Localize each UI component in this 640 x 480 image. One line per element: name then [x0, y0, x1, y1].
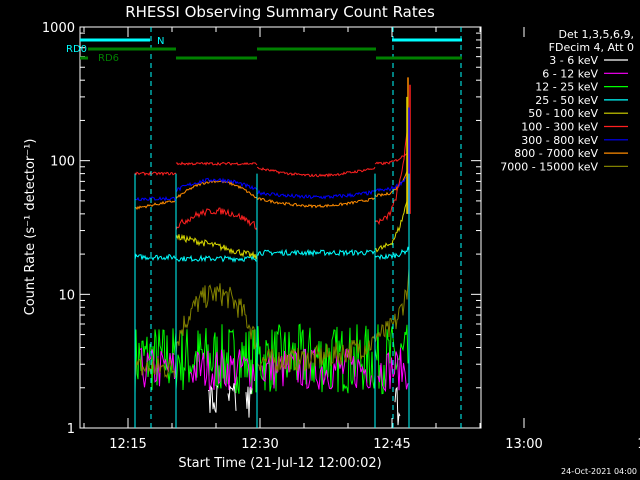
series-line	[256, 248, 376, 258]
series-line	[374, 166, 410, 198]
legend-entry-label: 12 - 25 keV	[535, 81, 598, 94]
legend-entry-label: 6 - 12 keV	[542, 67, 598, 80]
series-line	[256, 323, 376, 394]
y-tick-label: 100	[50, 155, 75, 170]
x-tick-label: 12:45	[373, 437, 410, 452]
series-line	[134, 171, 177, 177]
legend-entry-label: 800 - 7000 keV	[514, 147, 598, 160]
chart-title: RHESSI Observing Summary Count Rates	[125, 3, 435, 21]
legend-entry-label: 100 - 300 keV	[521, 121, 598, 134]
x-tick-label: 12:30	[241, 437, 278, 452]
series-line	[374, 268, 410, 343]
y-axis: 1 10 100 1000	[42, 21, 481, 437]
y-tick-label: 1	[67, 422, 75, 437]
series-line	[256, 333, 376, 372]
flag-label-n: N	[157, 36, 164, 47]
series-line	[256, 189, 376, 200]
x-tick-label: 12:15	[109, 437, 146, 452]
flag-label-rd6: RD6	[98, 53, 119, 64]
series-line	[139, 347, 177, 388]
legend: Det 1,3,5,6,9,FDecim 4, Att 03 - 6 keV6 …	[500, 28, 634, 173]
series-line	[207, 385, 219, 413]
y-axis-label: Count Rate (s⁻¹ detector⁻¹)	[23, 139, 38, 316]
series-line	[374, 116, 410, 226]
flag-label-rd0: RD0	[66, 44, 87, 55]
series-line	[175, 233, 258, 260]
y-tick-label: 1000	[42, 21, 75, 36]
series-line	[175, 207, 258, 231]
series-line	[374, 190, 410, 253]
footer-date: 24-Oct-2021 04:00	[561, 467, 637, 476]
series-line	[134, 253, 177, 261]
legend-entry-label: 50 - 100 keV	[528, 107, 598, 120]
series-line	[374, 149, 410, 166]
series-line	[175, 283, 258, 356]
series-line	[374, 246, 410, 261]
plot-content	[80, 27, 462, 428]
series-line	[134, 357, 177, 380]
series-line	[175, 324, 258, 394]
series-line	[256, 166, 376, 178]
legend-entry-label: 7000 - 15000 keV	[500, 160, 598, 173]
series-line	[394, 386, 401, 426]
series-line	[377, 347, 409, 393]
series-line	[175, 179, 258, 200]
x-tick-label: 13:15	[637, 437, 640, 452]
y-tick-label: 10	[58, 288, 75, 303]
series-line	[175, 177, 258, 193]
series-line	[374, 172, 410, 193]
series-line	[175, 254, 258, 263]
series-line	[227, 383, 237, 411]
x-axis-label: Start Time (21-Jul-12 12:00:02)	[178, 456, 381, 471]
series-line	[175, 161, 258, 166]
legend-header-line: Det 1,3,5,6,9,	[558, 28, 634, 41]
series-line	[134, 328, 177, 394]
legend-header-line: FDecim 4, Att 0	[549, 41, 634, 54]
series-line	[134, 199, 177, 211]
legend-entry-label: 25 - 50 keV	[535, 94, 598, 107]
series-line	[189, 349, 255, 391]
plot-frame	[79, 26, 482, 429]
legend-entry-label: 3 - 6 keV	[549, 54, 598, 67]
legend-entry-label: 300 - 800 keV	[521, 134, 598, 147]
series-line	[261, 348, 372, 390]
series-line	[135, 195, 177, 202]
x-tick-label: 13:00	[505, 437, 542, 452]
plot-area: RD0 RD6 N	[66, 27, 462, 428]
series-line	[256, 197, 375, 209]
series-line	[245, 386, 253, 418]
